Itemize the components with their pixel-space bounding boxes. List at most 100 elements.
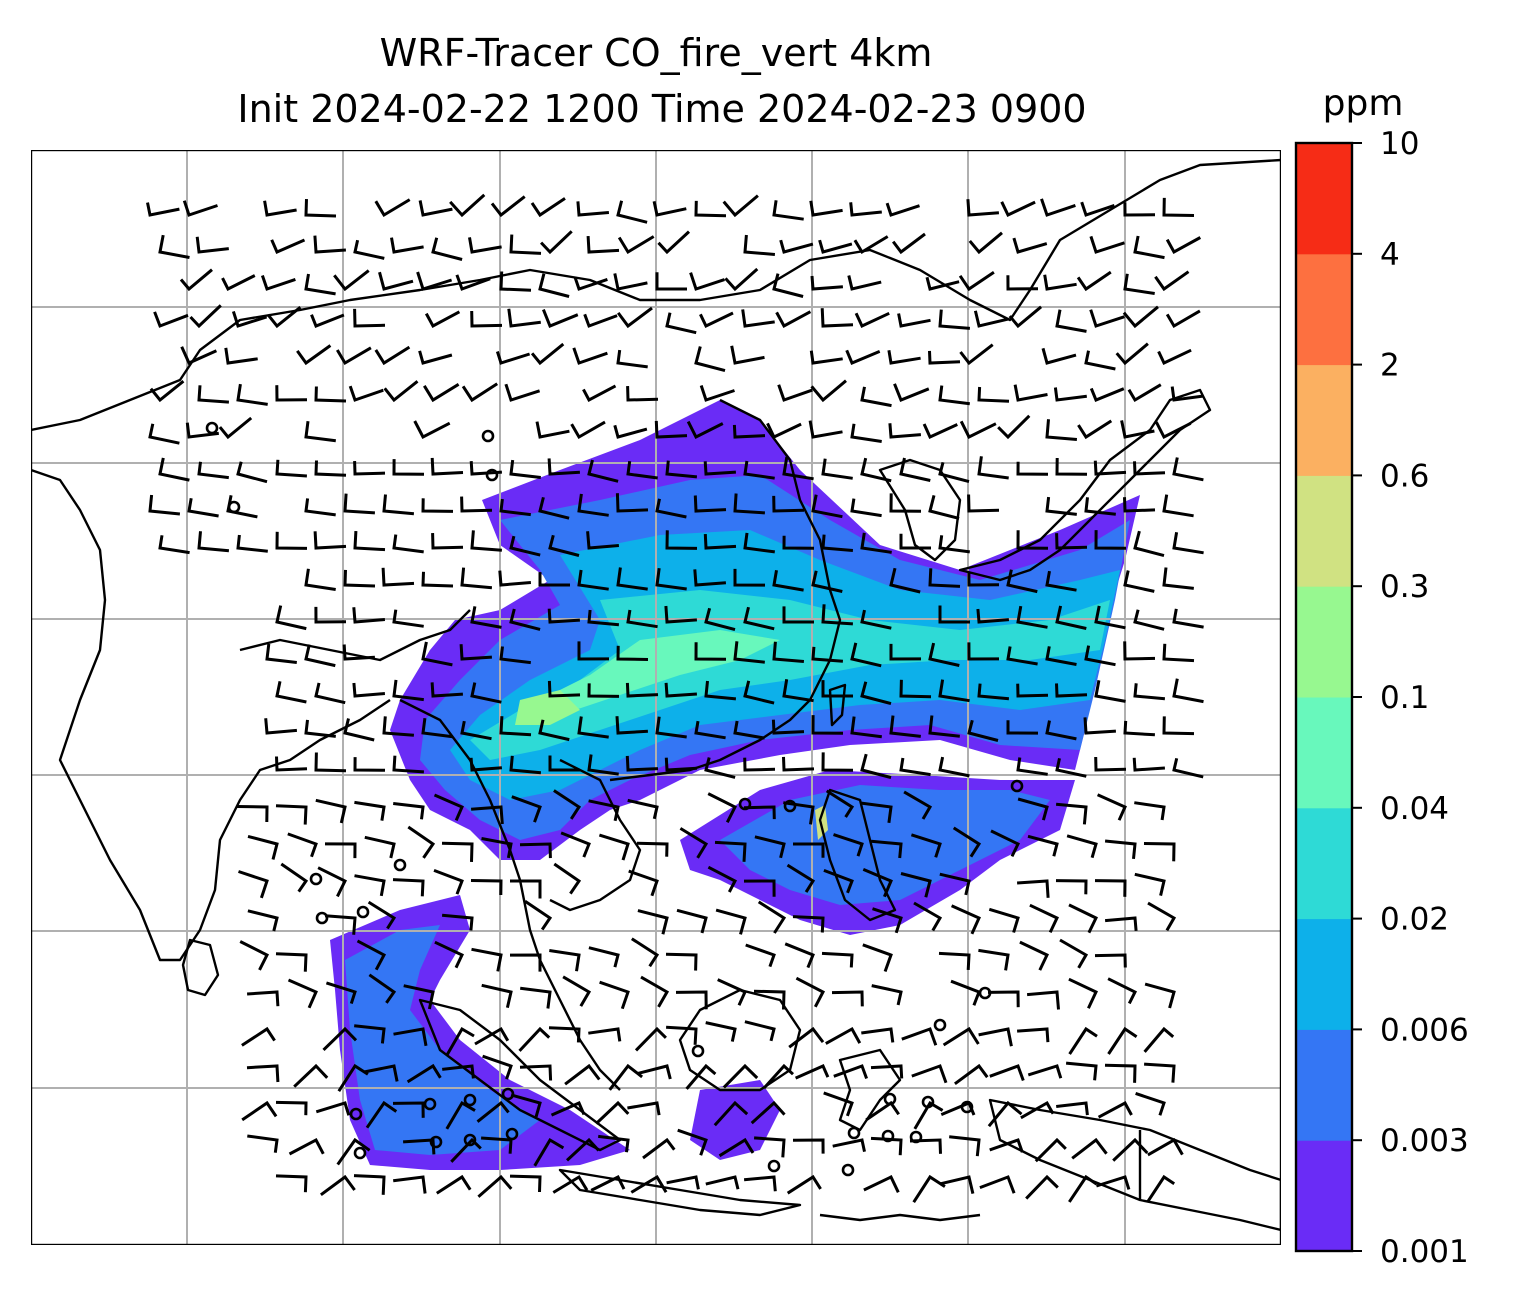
wind-barb bbox=[179, 268, 213, 292]
calm-wind-circle bbox=[227, 500, 241, 514]
wind-barb bbox=[477, 1174, 513, 1198]
wind-barb bbox=[1154, 421, 1192, 440]
wind-barb bbox=[322, 1026, 358, 1051]
wind-barb bbox=[548, 534, 580, 557]
wind-barb bbox=[938, 309, 971, 330]
wind-barb bbox=[615, 493, 649, 513]
wind-barb bbox=[1055, 802, 1088, 825]
wind-barb bbox=[715, 908, 747, 935]
wind-barb bbox=[352, 607, 386, 624]
wind-barb bbox=[343, 493, 375, 515]
wind-barb bbox=[325, 981, 357, 1005]
wind-barb bbox=[499, 646, 531, 665]
wind-barb bbox=[586, 531, 620, 550]
wind-barb bbox=[304, 568, 336, 591]
wind-barb bbox=[860, 609, 892, 630]
wind-barb bbox=[304, 421, 336, 443]
wind-barb bbox=[630, 937, 660, 968]
wind-barb bbox=[187, 497, 219, 518]
wind-barb bbox=[871, 984, 903, 1006]
wind-barb bbox=[861, 801, 893, 823]
wind-barb bbox=[743, 532, 775, 554]
wind-barb bbox=[625, 755, 659, 772]
wind-barb bbox=[367, 900, 397, 930]
wind-barb bbox=[899, 757, 931, 777]
wind-barb bbox=[704, 757, 736, 779]
wind-barb bbox=[158, 457, 190, 482]
wind-barb bbox=[1045, 496, 1077, 516]
wind-barb bbox=[507, 308, 541, 328]
colorbar-tick-label: 10 bbox=[1380, 126, 1419, 162]
wind-barb bbox=[977, 386, 1010, 403]
wind-barb bbox=[1127, 383, 1162, 403]
wind-barb bbox=[470, 310, 503, 328]
wind-barb bbox=[657, 230, 691, 255]
wind-barb bbox=[753, 1136, 786, 1158]
wind-barb bbox=[1096, 793, 1127, 821]
wind-barb bbox=[987, 1100, 1023, 1128]
wind-barb bbox=[374, 198, 411, 218]
wind-barb bbox=[587, 609, 620, 627]
wind-barb bbox=[958, 270, 995, 292]
wind-barb bbox=[628, 869, 659, 897]
wind-barb bbox=[777, 384, 813, 402]
wind-barb bbox=[1172, 608, 1204, 629]
colorbar-segment-1 bbox=[1296, 1029, 1352, 1141]
wind-barb bbox=[148, 423, 180, 445]
wind-barb bbox=[314, 460, 347, 477]
wind-barb bbox=[460, 567, 493, 590]
wind-barb bbox=[637, 909, 669, 935]
wind-barb bbox=[652, 200, 687, 217]
calm-wind-circle bbox=[505, 1127, 519, 1141]
wind-barb bbox=[364, 1064, 399, 1082]
wind-barb bbox=[524, 900, 553, 931]
calm-wind-circle bbox=[978, 986, 992, 1000]
wind-barb bbox=[821, 752, 854, 772]
wind-barb bbox=[967, 571, 1000, 587]
wind-barb bbox=[304, 273, 336, 296]
wind-barb bbox=[364, 835, 396, 859]
wind-barb bbox=[938, 679, 970, 703]
coast-india bbox=[31, 468, 391, 962]
wind-barb bbox=[470, 682, 502, 704]
wind-barb bbox=[265, 643, 297, 664]
wind-barb bbox=[811, 570, 843, 593]
wind-barb bbox=[393, 1175, 427, 1194]
wind-barb bbox=[287, 832, 318, 858]
wind-barb bbox=[818, 239, 853, 254]
wind-barb bbox=[928, 642, 960, 667]
wind-barb bbox=[547, 608, 580, 624]
wind-barb bbox=[699, 385, 735, 402]
wind-barb bbox=[241, 1100, 278, 1122]
wind-barb bbox=[598, 1134, 630, 1153]
wind-barb bbox=[913, 901, 943, 932]
wind-barb bbox=[1146, 1174, 1176, 1203]
calm-wind-circle bbox=[691, 1044, 705, 1058]
wind-barb bbox=[382, 716, 415, 737]
wind-barb bbox=[550, 1101, 586, 1117]
wind-barb bbox=[954, 1063, 989, 1086]
wind-barb bbox=[850, 498, 882, 518]
wind-barb bbox=[1104, 839, 1137, 860]
wind-barb bbox=[782, 756, 815, 772]
wind-barb bbox=[158, 234, 190, 259]
wind-barb bbox=[577, 569, 609, 591]
wind-barb bbox=[616, 306, 653, 329]
wind-barb bbox=[1104, 1063, 1137, 1083]
wind-barb bbox=[675, 990, 708, 1010]
wind-barb bbox=[180, 346, 218, 365]
colorbar-tick-label: 2 bbox=[1380, 348, 1400, 384]
wind-barb bbox=[655, 568, 687, 591]
wind-barb bbox=[811, 494, 843, 519]
wind-barb bbox=[928, 568, 961, 588]
wind-barb bbox=[1077, 419, 1113, 440]
coast-indochina bbox=[399, 698, 621, 1091]
wind-barb bbox=[504, 383, 541, 402]
wind-barb bbox=[264, 718, 298, 735]
wind-barb bbox=[887, 350, 921, 365]
wind-barb bbox=[733, 493, 765, 515]
wind-barb bbox=[337, 1063, 369, 1093]
wind-barb bbox=[1027, 834, 1059, 857]
wind-barb bbox=[1115, 342, 1149, 366]
wind-barb bbox=[562, 975, 592, 1007]
